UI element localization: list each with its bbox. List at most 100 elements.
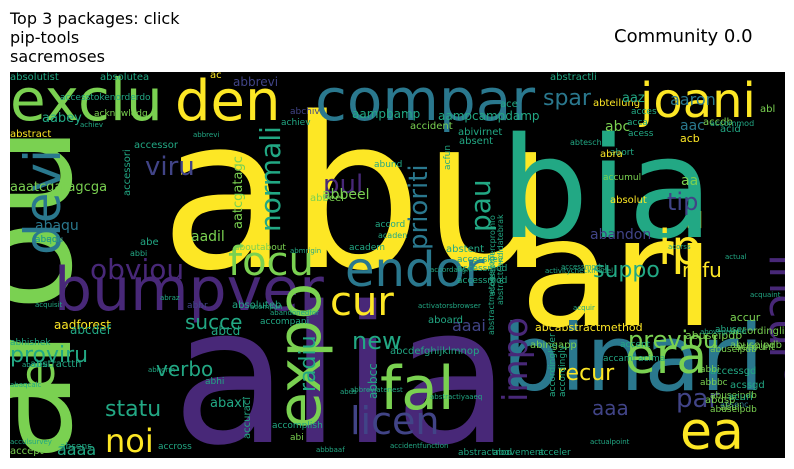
- word-prioriti: prioriti: [404, 164, 434, 250]
- word-devi: devi: [14, 149, 72, 255]
- word-new: new: [352, 327, 402, 355]
- word-refu: refu: [682, 258, 722, 282]
- title-line-2: pip-tools: [10, 28, 80, 47]
- word-abuseipdb: abuseipdb: [685, 329, 742, 342]
- word-bia: bia: [500, 108, 714, 271]
- word-abnorm: abnorm: [148, 366, 175, 374]
- word-abstractcandidatebrak: abstractcandidatebrak: [496, 214, 505, 305]
- word-abus: abus: [340, 388, 357, 396]
- word-abuseipdb: abuseipdb: [710, 405, 757, 415]
- word-abbrevi: abbrevi: [233, 75, 278, 89]
- word-acuri: acuri: [728, 392, 753, 403]
- word-accommod: accommod: [710, 119, 754, 128]
- word-accidentfunction: accidentfunction: [390, 442, 448, 450]
- word-abcdef: abcdef: [70, 323, 112, 337]
- word-ace: ace: [500, 99, 518, 110]
- word-previou: previou: [628, 326, 718, 354]
- word-abra: abra: [600, 149, 623, 160]
- word-abingapp: abingapp: [530, 340, 577, 351]
- word-acompan: acompan: [250, 303, 282, 311]
- word-abcdefghijklmnop: abcdefghijklmnop: [390, 346, 479, 357]
- word-verbo: verbo: [156, 357, 213, 381]
- word-abstractnod: abstractnod: [458, 448, 512, 458]
- word-acid: acid: [720, 124, 741, 135]
- word-abqci: abqci: [35, 235, 59, 245]
- word-proviru: proviru: [10, 343, 88, 368]
- word-abbeel: abbeel: [322, 187, 369, 203]
- word-abstractli: abstractli: [550, 72, 597, 83]
- word-accord: accord: [375, 220, 405, 230]
- word-abdsp: abdsp: [705, 395, 735, 406]
- word-pul: pul: [323, 170, 363, 200]
- word-bumpver: bumpver: [54, 255, 324, 325]
- word-tip: tip: [667, 188, 698, 216]
- word-abl: abl: [760, 104, 775, 115]
- word-accomplish: accomplish: [272, 421, 323, 431]
- word-abraz: abraz: [160, 294, 180, 302]
- word-ac: ac: [210, 72, 222, 81]
- word-acknowledg: acknowledg: [94, 109, 148, 119]
- word-abuli: abuli: [720, 403, 742, 413]
- word-acorss: acorss: [668, 243, 691, 251]
- word-activitycheckmodel: activitycheckmodel: [545, 267, 613, 275]
- word-acquisit: acquisit: [35, 301, 63, 309]
- word-arou: arou: [10, 125, 106, 458]
- word-acces: acces: [631, 107, 657, 117]
- word-abandonedfor: abandonedfor: [270, 309, 319, 317]
- word-statu: statu: [105, 397, 161, 422]
- word-noi: noi: [105, 422, 154, 458]
- word-accessmod: accessmod: [457, 264, 507, 274]
- figure-title: Top 3 packages: click pip-tools sacremos…: [10, 9, 179, 66]
- word-abc: abc: [605, 119, 630, 135]
- word-aaatcgatagcga: aaatcgatagcga: [10, 180, 107, 195]
- word-aaron: aaron: [670, 90, 716, 109]
- word-absent: absent: [459, 136, 493, 147]
- community-label: Community 0.0: [614, 26, 753, 47]
- word-actual: actual: [725, 253, 747, 261]
- word-abandon: abandon: [590, 227, 651, 243]
- word-acca: acca: [627, 118, 648, 128]
- word-normali: normali: [254, 126, 287, 232]
- word-aaaa: aaaa: [57, 440, 96, 458]
- word-absenc: absenc: [720, 400, 749, 409]
- word-abhishek: abhishek: [10, 338, 51, 348]
- word-accessori: accessori: [122, 149, 133, 196]
- word-acfun: acfun: [443, 145, 453, 170]
- word-fal: fal: [380, 354, 455, 424]
- word-acess: acess: [628, 129, 654, 139]
- word-aa: aa: [681, 173, 698, 189]
- word-cloud: abu alia ari bia binari arou compar exclu den joa…: [10, 72, 785, 458]
- word-aadil: aadil: [191, 229, 225, 245]
- word-viru: viru: [145, 152, 195, 182]
- word-alia: alia: [172, 266, 510, 458]
- word-radiu: radiu: [296, 335, 321, 392]
- word-aatcgatagc: aatcgatagc: [231, 156, 246, 229]
- word-par: par: [676, 384, 719, 414]
- word-binari: binari: [502, 305, 764, 412]
- word-accumul: accumul: [603, 173, 641, 183]
- word-abaqu: abaqu: [35, 235, 63, 245]
- word-aampcampdamp: aampcampdamp: [438, 109, 540, 123]
- word-abbcc: abbcc: [366, 363, 380, 399]
- word-abteilung: abteilung: [593, 98, 640, 109]
- word-spar: spar: [543, 86, 592, 111]
- word-aaz: aaz: [622, 91, 645, 106]
- word-succe: succe: [185, 310, 242, 334]
- word-acquir: acquir: [573, 304, 595, 312]
- word-abbreviatenest: abbreviatenest: [350, 386, 403, 394]
- word-acssgd: acssgd: [730, 380, 765, 391]
- word-academ: academ: [349, 243, 385, 253]
- word-abuseipdb: abuseipdb: [710, 391, 757, 401]
- word-acima: acima: [638, 354, 665, 364]
- word-aaai: aaai: [452, 316, 486, 335]
- word-accesstokenorderdo: accesstokenorderdo: [60, 93, 151, 103]
- word-expo: expo: [265, 283, 335, 429]
- word-joani: joani: [639, 73, 756, 129]
- word-abcd: abcd: [211, 324, 240, 338]
- word-abivirnet: abivirnet: [458, 127, 502, 138]
- word-actualpoint: actualpoint: [590, 438, 630, 446]
- word-acb: acb: [680, 132, 700, 145]
- word-abbi: abbi: [130, 249, 147, 258]
- word-compar: compar: [315, 72, 535, 134]
- word-abaqcalc: abaqcalc: [10, 381, 42, 389]
